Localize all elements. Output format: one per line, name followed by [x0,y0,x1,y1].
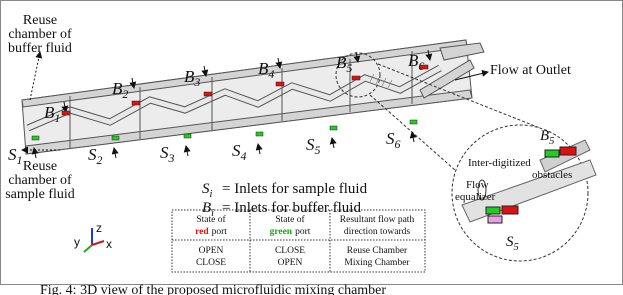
legend-text: = Inlets for buffer fluid [222,200,361,216]
buffer-inlet-main: B [336,53,347,72]
figure: Reusechamber ofbuffer fluidReusechamber … [0,0,623,295]
label: chamber of [8,173,72,188]
label: y [74,235,80,249]
label: Flow [466,179,489,191]
buffer-inlet-sub: 5 [346,61,352,75]
green-port [256,132,263,136]
table-header-text: port [295,227,311,237]
table-cell: CLOSE [275,246,305,256]
table-header: Resultant flow path [340,214,415,225]
table-header-text: direction towards [344,227,411,237]
red-port [276,82,284,86]
red-port [420,65,428,69]
label: Flow at Outlet [490,63,571,78]
table-header: direction towards [344,227,411,237]
green-port [486,207,500,214]
buffer-inlet-sub: 4 [268,67,274,81]
label: obstacles [532,169,572,181]
green-port [32,136,39,140]
inset-buffer-main: B [540,128,549,144]
buffer-inlet-main: B [258,59,269,78]
red-port [502,206,518,214]
red-port [132,101,140,105]
pink-port [488,216,502,223]
buffer-inlet-main: B [44,103,55,122]
green-port [545,150,559,157]
green-port [410,120,417,124]
red-port [560,147,576,155]
legend-symbol-main: B [202,200,211,216]
buffer-inlet-main: B [112,79,123,98]
sample-inlet-sub: 4 [241,149,247,163]
legend-symbol-sub: i [210,189,213,200]
label: buffer fluid [8,41,72,56]
table-header: State of [196,214,226,225]
label: x [106,237,112,251]
table-cell: Mixing Chamber [344,258,410,268]
table-cell: CLOSE [196,258,226,268]
label: equalizer [455,191,496,203]
table-header-color: green [270,227,293,237]
buffer-inlet-main: B [408,51,419,70]
sample-inlet-sub: 1 [17,153,23,167]
buffer-inlet-sub: 3 [193,75,200,89]
table-cell: OPEN [278,258,303,268]
buffer-inlet-sub: 2 [122,87,128,101]
sample-inlet-sub: 2 [97,153,103,167]
label: Reuse [23,159,57,174]
legend-text: = Inlets for sample fluid [222,181,368,197]
label: Reuse [23,13,57,28]
red-port [62,111,70,115]
inset-buffer-sub: 5 [549,136,554,147]
red-port [204,92,212,96]
table-header-text: port [212,227,228,237]
label: chamber of [8,27,72,42]
label: z [96,221,102,235]
red-port [352,76,360,80]
sample-inlet-sub: 3 [168,151,175,165]
table-cell: Reuse Chamber [347,246,408,256]
buffer-inlet-sub: 1 [54,111,60,125]
label: sample fluid [5,187,75,202]
sample-inlet-sub: 6 [395,137,401,151]
green-port [330,126,337,130]
table-header: State of [275,214,305,225]
buffer-inlet-main: B [184,67,195,86]
inset-sample-sub: 5 [514,242,519,253]
green-port [112,136,119,140]
green-port [184,134,191,138]
sample-inlet-sub: 5 [315,143,321,157]
table-cell: OPEN [199,246,224,256]
table-header-color: red [195,227,209,237]
label: Inter-digitized [468,157,531,169]
caption: Fig. 4: 3D view of the proposed microflu… [40,283,386,295]
